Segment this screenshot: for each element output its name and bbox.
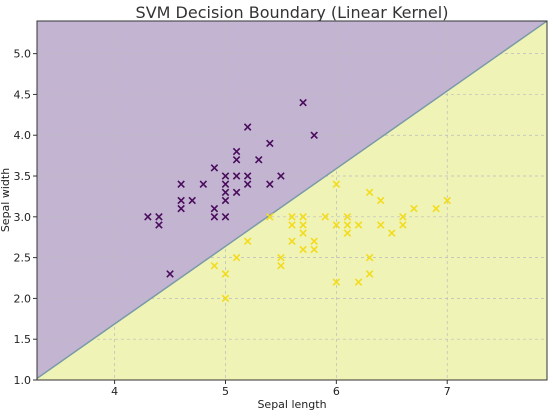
x-tick-label: 7	[444, 385, 451, 398]
data-point-class-0	[232, 155, 241, 164]
decision-boundary	[37, 21, 547, 379]
x-tick-label: 4	[111, 385, 118, 398]
data-point-class-1	[310, 245, 318, 254]
data-point-class-1	[299, 221, 307, 229]
data-point-class-0	[188, 196, 196, 205]
data-point-class-1	[376, 196, 385, 205]
y-axis-ticks: 1.0 1.5 2.0 2.5 3.0 3.5 4.0 4.5 5.0	[14, 48, 37, 387]
data-point-class-0	[243, 123, 252, 131]
data-point-class-1	[277, 253, 285, 262]
data-point-class-0	[221, 213, 230, 221]
data-point-class-0	[144, 213, 152, 221]
data-point-class-1	[399, 221, 407, 229]
data-point-class-0	[243, 180, 252, 188]
data-point-class-0	[155, 221, 163, 229]
data-point-class-1	[410, 204, 418, 213]
data-point-class-0	[210, 164, 219, 172]
boundary-line	[37, 21, 547, 379]
data-point-class-0	[221, 188, 230, 197]
data-point-class-0	[221, 180, 230, 188]
data-point-class-1	[232, 253, 241, 262]
y-tick-label: 2.0	[14, 292, 32, 305]
data-point-class-1	[266, 213, 274, 221]
y-tick-label: 5.0	[14, 48, 32, 61]
data-point-class-1	[354, 278, 363, 286]
y-tick-label: 4.5	[14, 88, 32, 101]
data-point-class-1	[221, 270, 230, 278]
data-points	[144, 98, 451, 303]
data-point-class-1	[288, 237, 296, 246]
data-point-class-1	[332, 180, 341, 188]
data-point-class-0	[166, 270, 174, 278]
data-point-class-0	[277, 172, 285, 180]
data-point-class-0	[299, 98, 307, 107]
plot-frame	[36, 20, 548, 381]
data-point-class-0	[221, 172, 230, 180]
data-point-class-1	[288, 221, 296, 229]
x-tick-label: 6	[333, 385, 340, 398]
data-point-class-0	[177, 180, 185, 188]
data-point-class-1	[388, 229, 396, 237]
y-tick-label: 3.0	[14, 211, 32, 224]
data-point-class-1	[310, 237, 318, 246]
data-point-class-0	[266, 180, 274, 188]
data-point-class-1	[321, 213, 330, 221]
data-point-class-1	[221, 294, 230, 303]
y-axis-label: Sepal width	[0, 168, 12, 232]
data-point-class-1	[365, 270, 374, 278]
data-point-class-1	[343, 213, 352, 221]
data-point-class-1	[343, 229, 352, 237]
data-point-class-1	[365, 253, 374, 262]
data-point-class-1	[332, 221, 341, 229]
data-point-class-1	[299, 229, 307, 237]
x-axis-label: Sepal length	[257, 398, 326, 411]
x-tick-label: 5	[222, 385, 229, 398]
data-point-class-0	[266, 139, 274, 148]
data-point-class-0	[254, 155, 263, 164]
data-point-class-0	[310, 131, 318, 139]
data-point-class-0	[243, 172, 252, 180]
data-point-class-1	[299, 245, 307, 254]
data-point-class-1	[354, 221, 363, 229]
data-point-class-0	[232, 172, 241, 180]
data-point-class-1	[277, 262, 285, 270]
data-point-class-1	[343, 221, 352, 229]
data-point-class-1	[432, 204, 440, 213]
data-point-class-1	[365, 188, 374, 197]
data-point-class-1	[210, 262, 219, 270]
plot-area	[36, 20, 548, 381]
y-tick-label: 1.5	[14, 333, 32, 346]
data-point-class-0	[221, 196, 230, 205]
data-point-class-0	[199, 180, 208, 188]
x-axis-ticks: 4 5 6 7	[111, 380, 451, 398]
data-point-class-1	[399, 213, 407, 221]
data-point-class-0	[177, 196, 185, 205]
y-tick-label: 3.5	[14, 170, 32, 183]
data-point-class-0	[177, 204, 185, 213]
data-point-class-1	[443, 196, 451, 205]
data-point-class-0	[155, 213, 163, 221]
data-point-class-1	[376, 221, 385, 229]
data-point-class-1	[332, 278, 341, 286]
data-point-class-1	[288, 213, 296, 221]
chart-title: SVM Decision Boundary (Linear Kernel)	[136, 3, 449, 22]
data-point-class-0	[232, 188, 241, 197]
data-point-class-0	[232, 147, 241, 156]
y-tick-label: 4.0	[14, 129, 32, 142]
data-point-class-1	[299, 213, 307, 221]
data-point-class-0	[210, 204, 219, 213]
y-tick-label: 1.0	[14, 374, 32, 387]
data-point-class-1	[243, 237, 252, 246]
data-point-class-0	[210, 213, 219, 221]
y-tick-label: 2.5	[14, 252, 32, 265]
